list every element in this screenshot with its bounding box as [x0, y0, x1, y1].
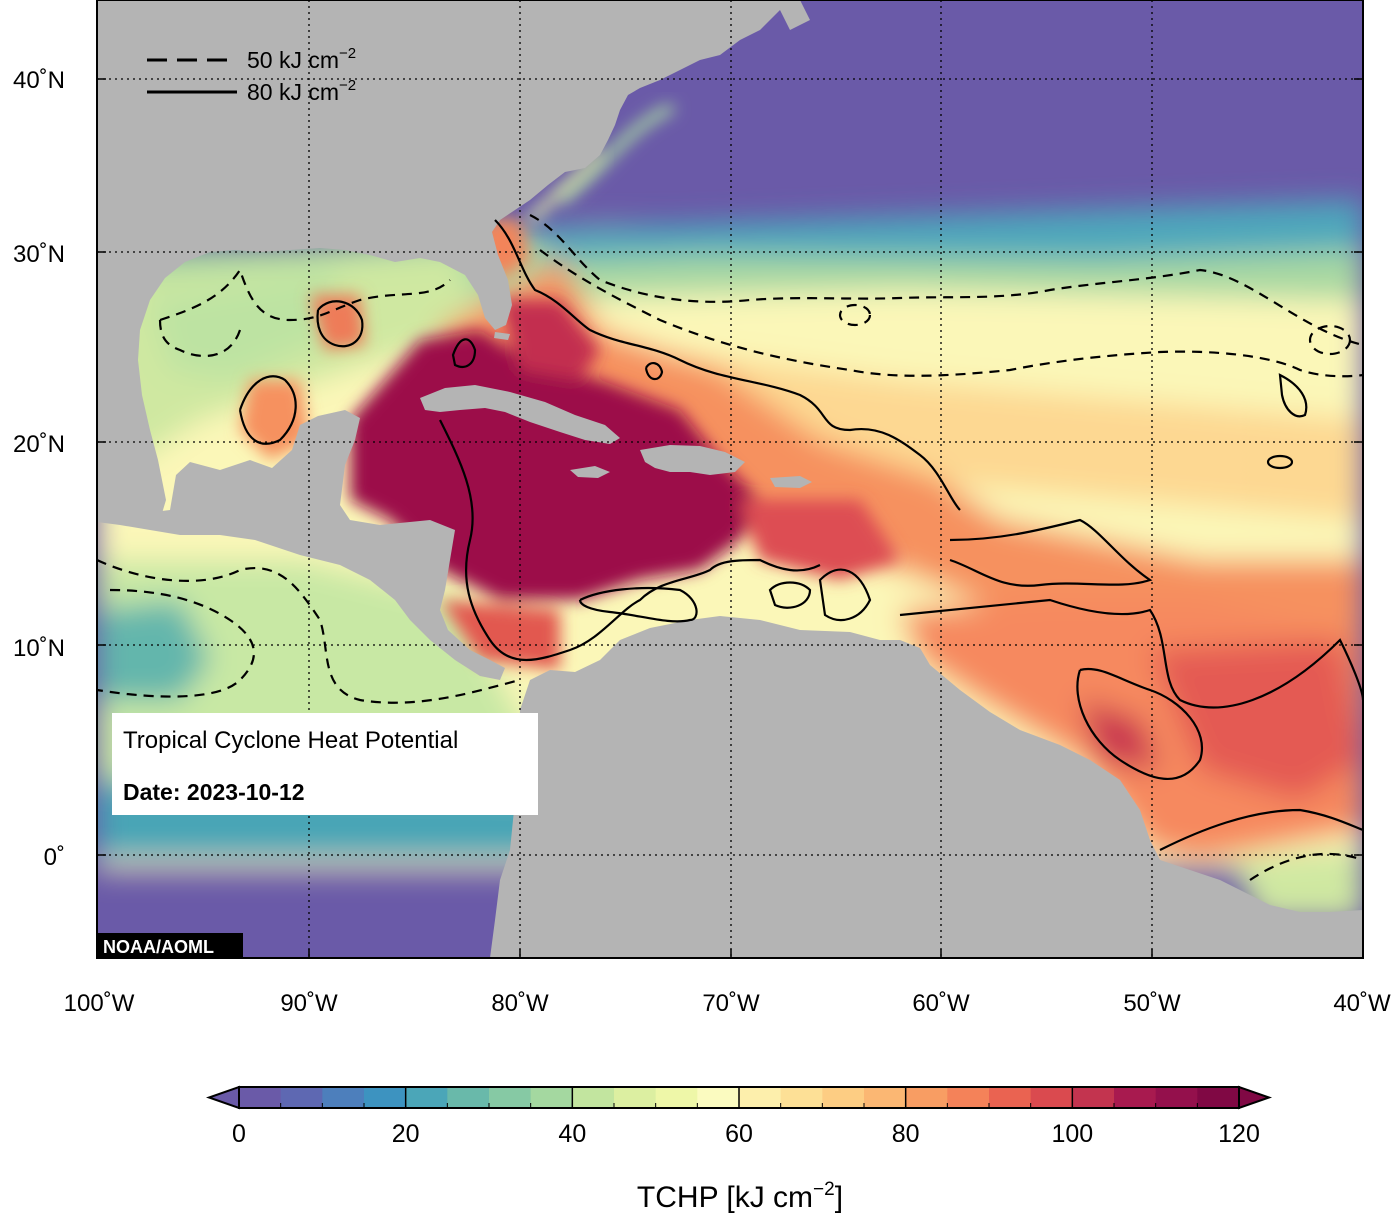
- lat-label-20n: 20˚N: [13, 431, 65, 458]
- credit-badge: NOAA/AOML: [97, 933, 243, 958]
- land-masses: [97, 0, 1363, 958]
- colorbar-max-arrow: [1238, 1085, 1273, 1110]
- lat-labels: 40˚N 30˚N 20˚N 10˚N 0˚: [13, 67, 65, 871]
- colorbar-bin-95: [1030, 1087, 1073, 1108]
- lon-label-70w: 70˚W: [702, 990, 760, 1017]
- lon-label-60w: 60˚W: [912, 990, 970, 1017]
- colorbar-bin-105: [1114, 1087, 1157, 1108]
- colorbar-tick-label-80: 80: [892, 1120, 920, 1148]
- colorbar-bin-115: [1197, 1087, 1240, 1108]
- colorbar-bin-40: [572, 1087, 615, 1108]
- colorbar-bin-90: [989, 1087, 1032, 1108]
- colorbar-tick-label-60: 60: [725, 1120, 753, 1148]
- colorbar-bin-70: [822, 1087, 865, 1108]
- lat-label-40n: 40˚N: [13, 67, 65, 94]
- lon-label-40w: 40˚W: [1333, 990, 1391, 1017]
- colorbar-bin-20: [405, 1087, 448, 1108]
- colorbar-bin-35: [530, 1087, 573, 1108]
- colorbar-min-arrow: [205, 1085, 240, 1110]
- dashed-contour-label: 50 kJ cm−2: [247, 45, 356, 73]
- colorbar-bin-80: [905, 1087, 948, 1108]
- info-box: Tropical Cyclone Heat Potential Date: 20…: [112, 713, 538, 815]
- lat-label-10n: 10˚N: [13, 635, 65, 662]
- colorbar-bin-45: [614, 1087, 657, 1108]
- colorbar-tick-label-120: 120: [1218, 1120, 1260, 1148]
- lat-label-0: 0˚: [44, 844, 65, 871]
- colorbar-bin-10: [322, 1087, 365, 1108]
- colorbar-bin-0: [239, 1087, 282, 1108]
- credit-text: NOAA/AOML: [103, 937, 214, 957]
- info-title: Tropical Cyclone Heat Potential: [123, 727, 458, 754]
- colorbar-tick-label-40: 40: [558, 1120, 586, 1148]
- solid-contour-label: 80 kJ cm−2: [247, 77, 356, 105]
- colorbar-bin-25: [447, 1087, 490, 1108]
- lon-label-50w: 50˚W: [1123, 990, 1181, 1017]
- colorbar-bin-15: [364, 1087, 407, 1108]
- lon-label-80w: 80˚W: [491, 990, 549, 1017]
- colorbar-tick-label-0: 0: [232, 1120, 246, 1148]
- colorbar-bin-30: [489, 1087, 532, 1108]
- contours: [97, 214, 1363, 881]
- lon-label-90w: 90˚W: [280, 990, 338, 1017]
- colorbar-bin-110: [1155, 1087, 1198, 1108]
- colorbar-bin-60: [739, 1087, 782, 1108]
- colorbar-bin-100: [1072, 1087, 1115, 1108]
- colorbar-bin-5: [280, 1087, 323, 1108]
- frame-ticks: [97, 78, 1363, 958]
- contour-legend: 50 kJ cm−2 80 kJ cm−2: [147, 45, 356, 105]
- colorbar-title: TCHP [kJ cm−2]: [637, 1179, 843, 1214]
- colorbar-tick-label-100: 100: [1051, 1120, 1093, 1148]
- colorbar-bin-75: [864, 1087, 907, 1108]
- colorbar-bin-55: [697, 1087, 740, 1108]
- colorbar-bin-85: [947, 1087, 990, 1108]
- lon-label-100w: 100˚W: [64, 990, 135, 1017]
- map-frame: [96, 0, 1364, 959]
- colorbar-bin-65: [780, 1087, 823, 1108]
- colorbar: 0 20 40 60 80 100 120: [205, 1085, 1273, 1148]
- lat-label-30n: 30˚N: [13, 241, 65, 268]
- date-label: Date: 2023-10-12: [123, 779, 305, 805]
- colorbar-bin-50: [655, 1087, 698, 1108]
- colorbar-tick-label-20: 20: [392, 1120, 420, 1148]
- lon-labels: 100˚W 90˚W 80˚W 70˚W 60˚W 50˚W 40˚W: [64, 990, 1391, 1017]
